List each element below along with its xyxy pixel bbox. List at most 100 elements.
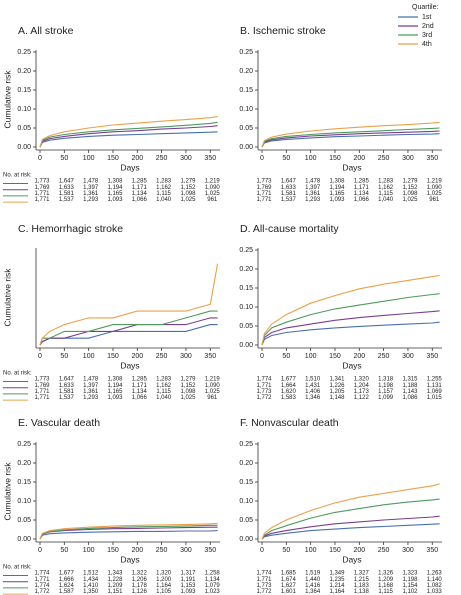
at-risk-count: 1,361 <box>83 191 99 197</box>
at-risk-count: 1,771 <box>256 197 272 203</box>
at-risk-count: 1,033 <box>427 589 443 595</box>
risk-curve <box>261 523 440 540</box>
y-tick-label: 0.20 <box>239 68 253 75</box>
at-risk-count: 1,040 <box>378 197 394 203</box>
at-risk-count: 1,361 <box>305 191 321 197</box>
at-risk-count: 1,774 <box>256 571 272 577</box>
y-tick-label: 0.10 <box>239 498 253 505</box>
y-tick-label: 0.25 <box>17 441 31 448</box>
risk-curve <box>39 324 218 346</box>
at-risk-count: 1,283 <box>156 377 172 383</box>
at-risk-count: 1,173 <box>354 389 370 395</box>
at-risk-count: 1,079 <box>205 583 221 589</box>
at-risk-count: 1,279 <box>402 179 418 185</box>
at-risk-count: 1,416 <box>305 583 321 589</box>
x-axis-label: Days <box>120 162 139 172</box>
x-tick-label: 350 <box>426 353 438 360</box>
at-risk-count: 1,093 <box>107 197 123 203</box>
at-risk-count: 1,769 <box>34 383 50 389</box>
at-risk-count: 1,164 <box>329 589 345 595</box>
x-tick-label: 50 <box>282 547 290 554</box>
at-risk-count: 1,165 <box>107 389 123 395</box>
at-risk-count: 1,537 <box>59 197 75 203</box>
at-risk-count: 1,583 <box>281 395 297 401</box>
risk-curve <box>39 116 218 148</box>
at-risk-count: 1,152 <box>180 383 196 389</box>
at-risk-count: 1,263 <box>427 571 443 577</box>
y-tick-label: 0.25 <box>239 49 253 56</box>
legend-label: 2nd <box>422 23 434 30</box>
at-risk-count: 1,025 <box>402 197 418 203</box>
y-axis-label: Cumulative risk <box>2 462 12 521</box>
at-risk-count: 1,165 <box>107 191 123 197</box>
at-risk-count: 1,308 <box>107 377 123 383</box>
at-risk-count: 1,320 <box>156 571 172 577</box>
at-risk-count: 1,165 <box>329 191 345 197</box>
x-tick-label: 250 <box>156 155 168 162</box>
at-risk-count: 961 <box>429 197 440 203</box>
y-tick-label: 0.00 <box>17 536 31 543</box>
x-tick-label: 100 <box>83 353 95 360</box>
at-risk-count: 1,537 <box>281 197 297 203</box>
at-risk-label: No. at risk: <box>3 565 32 571</box>
risk-curve <box>39 522 218 540</box>
x-tick-label: 100 <box>305 155 317 162</box>
at-risk-count: 1,773 <box>256 179 272 185</box>
x-tick-label: 300 <box>180 547 192 554</box>
at-risk-count: 1,090 <box>205 383 221 389</box>
x-tick-label: 350 <box>426 155 438 162</box>
x-tick-label: 50 <box>60 547 68 554</box>
x-tick-label: 200 <box>353 155 365 162</box>
panel-title: A. All stroke <box>18 25 74 37</box>
at-risk-count: 1,624 <box>59 583 75 589</box>
at-risk-count: 1,204 <box>354 383 370 389</box>
at-risk-count: 1,350 <box>83 589 99 595</box>
at-risk-count: 1,581 <box>59 191 75 197</box>
at-risk-count: 1,162 <box>378 185 394 191</box>
x-tick-label: 150 <box>107 547 119 554</box>
at-risk-count: 1,151 <box>107 589 123 595</box>
panel-title: B. Ischemic stroke <box>240 25 326 37</box>
at-risk-count: 1,771 <box>256 191 272 197</box>
x-tick-label: 150 <box>107 353 119 360</box>
y-tick-label: 0.25 <box>17 49 31 56</box>
at-risk-count: 1,205 <box>329 389 345 395</box>
risk-curve <box>261 515 440 540</box>
at-risk-count: 961 <box>207 395 218 401</box>
at-risk-count: 1,066 <box>132 395 148 401</box>
at-risk-count: 1,293 <box>83 197 99 203</box>
legend-label: 3rd <box>422 32 432 39</box>
at-risk-count: 1,285 <box>132 179 148 185</box>
x-tick-label: 350 <box>204 547 216 554</box>
at-risk-count: 1,168 <box>378 583 394 589</box>
at-risk-count: 1,200 <box>156 577 172 583</box>
legend-title: Quartile: <box>412 4 439 11</box>
y-tick-label: 0.15 <box>239 285 253 292</box>
x-tick-label: 300 <box>402 155 414 162</box>
at-risk-count: 1,677 <box>281 377 297 383</box>
x-tick-label: 0 <box>260 547 264 554</box>
at-risk-count: 1,122 <box>354 395 370 401</box>
at-risk-count: 1,025 <box>205 191 221 197</box>
x-tick-label: 200 <box>353 547 365 554</box>
at-risk-count: 1,093 <box>107 395 123 401</box>
at-risk-count: 1,226 <box>329 383 345 389</box>
at-risk-count: 1,134 <box>354 191 370 197</box>
at-risk-count: 1,774 <box>34 571 50 577</box>
at-risk-count: 1,581 <box>281 191 297 197</box>
y-tick-label: 0.10 <box>239 106 253 113</box>
at-risk-count: 1,157 <box>378 389 394 395</box>
at-risk-count: 1,410 <box>83 583 99 589</box>
at-risk-count: 1,772 <box>256 589 272 595</box>
at-risk-count: 1,771 <box>34 395 50 401</box>
at-risk-count: 1,397 <box>83 185 99 191</box>
risk-curve <box>39 310 218 346</box>
risk-curve <box>261 127 440 148</box>
y-tick-label: 0.10 <box>239 304 253 311</box>
y-axis-label: Cumulative risk <box>2 70 12 129</box>
at-risk-count: 1,283 <box>378 179 394 185</box>
y-tick-label: 0.10 <box>17 106 31 113</box>
x-tick-label: 300 <box>180 353 192 360</box>
at-risk-count: 1,773 <box>34 377 50 383</box>
at-risk-count: 1,771 <box>34 197 50 203</box>
